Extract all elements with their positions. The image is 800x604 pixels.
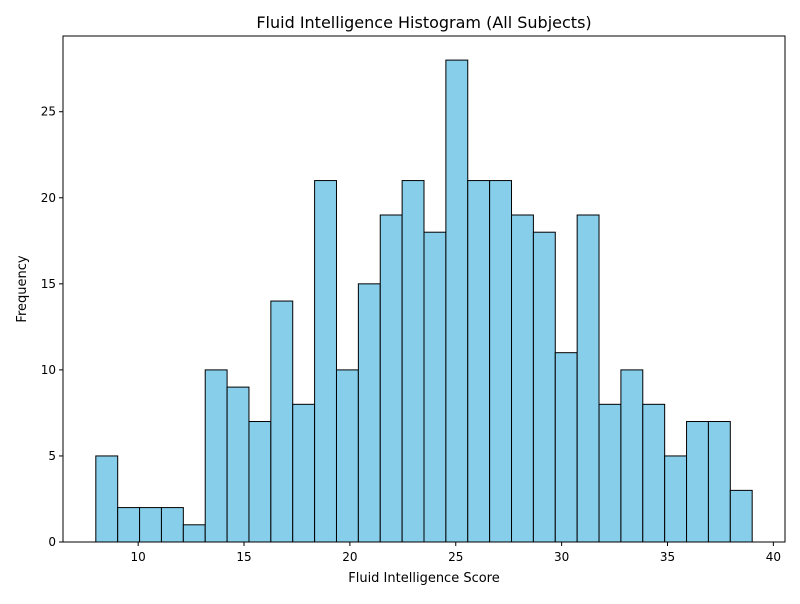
histogram-bar-7 xyxy=(226,386,250,543)
histogram-bar-1 xyxy=(95,455,119,543)
x-tick-label-10: 10 xyxy=(131,550,146,564)
x-tick-label-20: 20 xyxy=(342,550,357,564)
y-axis: 0 5 10 15 20 25 xyxy=(41,105,63,549)
x-tick-label-15: 15 xyxy=(236,550,251,564)
x-axis-label: Fluid Intelligence Score xyxy=(348,571,500,586)
x-tick-label-30: 30 xyxy=(554,550,569,564)
histogram-bar-13 xyxy=(357,283,381,543)
y-tick-label-20: 20 xyxy=(41,191,56,205)
y-tick-label-15: 15 xyxy=(41,277,56,291)
histogram-bar-5 xyxy=(182,524,206,543)
histogram-bar-18 xyxy=(467,180,491,543)
y-tick-label-5: 5 xyxy=(48,449,56,463)
y-tick-label-25: 25 xyxy=(41,105,56,119)
histogram-bar-25 xyxy=(620,369,644,543)
histogram-bar-21 xyxy=(532,231,556,543)
y-tick-label-0: 0 xyxy=(48,535,56,549)
histogram-bar-16 xyxy=(423,231,447,543)
histogram-bar-26 xyxy=(642,403,666,543)
histogram-bar-8 xyxy=(248,421,272,543)
y-axis-label: Frequency xyxy=(15,255,30,322)
histogram-bar-29 xyxy=(707,421,731,543)
histogram-bar-10 xyxy=(292,403,316,543)
histogram-bar-14 xyxy=(379,214,403,543)
histogram-bar-30 xyxy=(729,489,753,543)
histogram-bar-27 xyxy=(664,455,688,543)
histogram-bar-9 xyxy=(270,300,294,543)
histogram-bar-12 xyxy=(335,369,359,543)
histogram-bar-11 xyxy=(314,180,337,543)
x-axis: 10 15 20 25 30 35 40 xyxy=(131,542,781,564)
chart-title: Fluid Intelligence Histogram (All Subjec… xyxy=(256,13,591,32)
x-tick-label-40: 40 xyxy=(766,550,781,564)
histogram-bar-6 xyxy=(204,369,228,543)
histogram-bar-24 xyxy=(598,403,622,543)
histogram-bar-23 xyxy=(576,214,600,543)
histogram-bar-20 xyxy=(511,214,534,543)
histogram-bar-28 xyxy=(686,421,709,543)
plot-frame xyxy=(62,35,786,543)
histogram-bar-17 xyxy=(445,59,469,543)
x-tick-label-35: 35 xyxy=(660,550,675,564)
bars-group xyxy=(95,59,753,543)
histogram-bar-3 xyxy=(139,507,162,543)
histogram-bar-4 xyxy=(160,507,184,543)
histogram-bar-19 xyxy=(489,180,513,543)
y-tick-label-10: 10 xyxy=(41,363,56,377)
x-tick-label-25: 25 xyxy=(448,550,463,564)
histogram-bar-2 xyxy=(117,507,141,543)
histogram-bar-22 xyxy=(554,352,578,543)
histogram-bar-15 xyxy=(401,180,425,543)
